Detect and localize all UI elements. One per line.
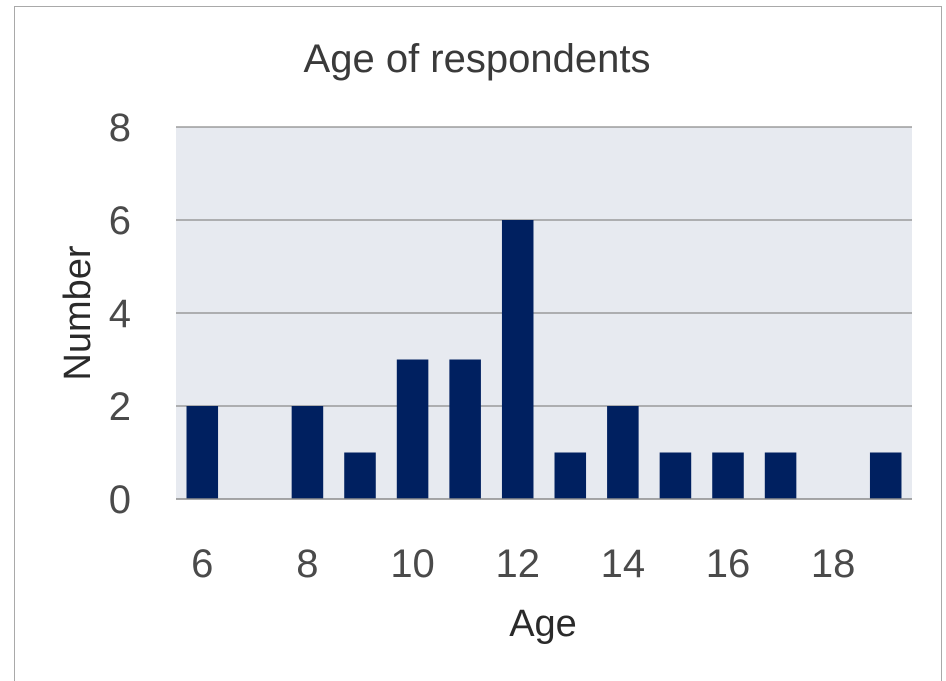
bar-age-6 <box>186 406 219 499</box>
x-axis-label: Age <box>509 603 577 645</box>
y-axis-label: Number <box>57 245 99 380</box>
bar-age-12 <box>501 220 534 499</box>
x-tick-label: 10 <box>390 542 435 586</box>
x-tick-label: 16 <box>706 542 751 586</box>
y-tick-label: 4 <box>109 292 131 336</box>
x-tick-label: 6 <box>191 542 213 586</box>
bar-age-13 <box>554 452 587 499</box>
y-tick-label: 2 <box>109 385 131 429</box>
bars <box>186 220 902 499</box>
bar-age-14 <box>607 406 639 499</box>
bar-age-17 <box>764 452 797 499</box>
bar-age-11 <box>449 359 481 499</box>
chart-frame <box>14 6 942 681</box>
y-tick-label: 0 <box>109 478 131 522</box>
bar-age-10 <box>396 359 429 499</box>
x-tick-labels: 6 8 10 12 14 16 18 <box>191 542 855 586</box>
y-tick-label: 8 <box>109 106 131 150</box>
x-tick-label: 18 <box>811 542 856 586</box>
bar-age-16 <box>712 452 744 499</box>
bar-age-15 <box>659 452 692 499</box>
y-tick-label: 6 <box>109 199 131 243</box>
y-tick-labels: 0 2 4 6 8 <box>109 106 131 522</box>
x-tick-label: 12 <box>495 542 540 586</box>
x-tick-label: 14 <box>601 542 646 586</box>
chart-title: Age of respondents <box>304 37 651 81</box>
bar-age-8 <box>291 406 324 499</box>
bar-age-9 <box>344 452 376 499</box>
x-tick-label: 8 <box>296 542 318 586</box>
bar-age-19 <box>869 452 902 499</box>
